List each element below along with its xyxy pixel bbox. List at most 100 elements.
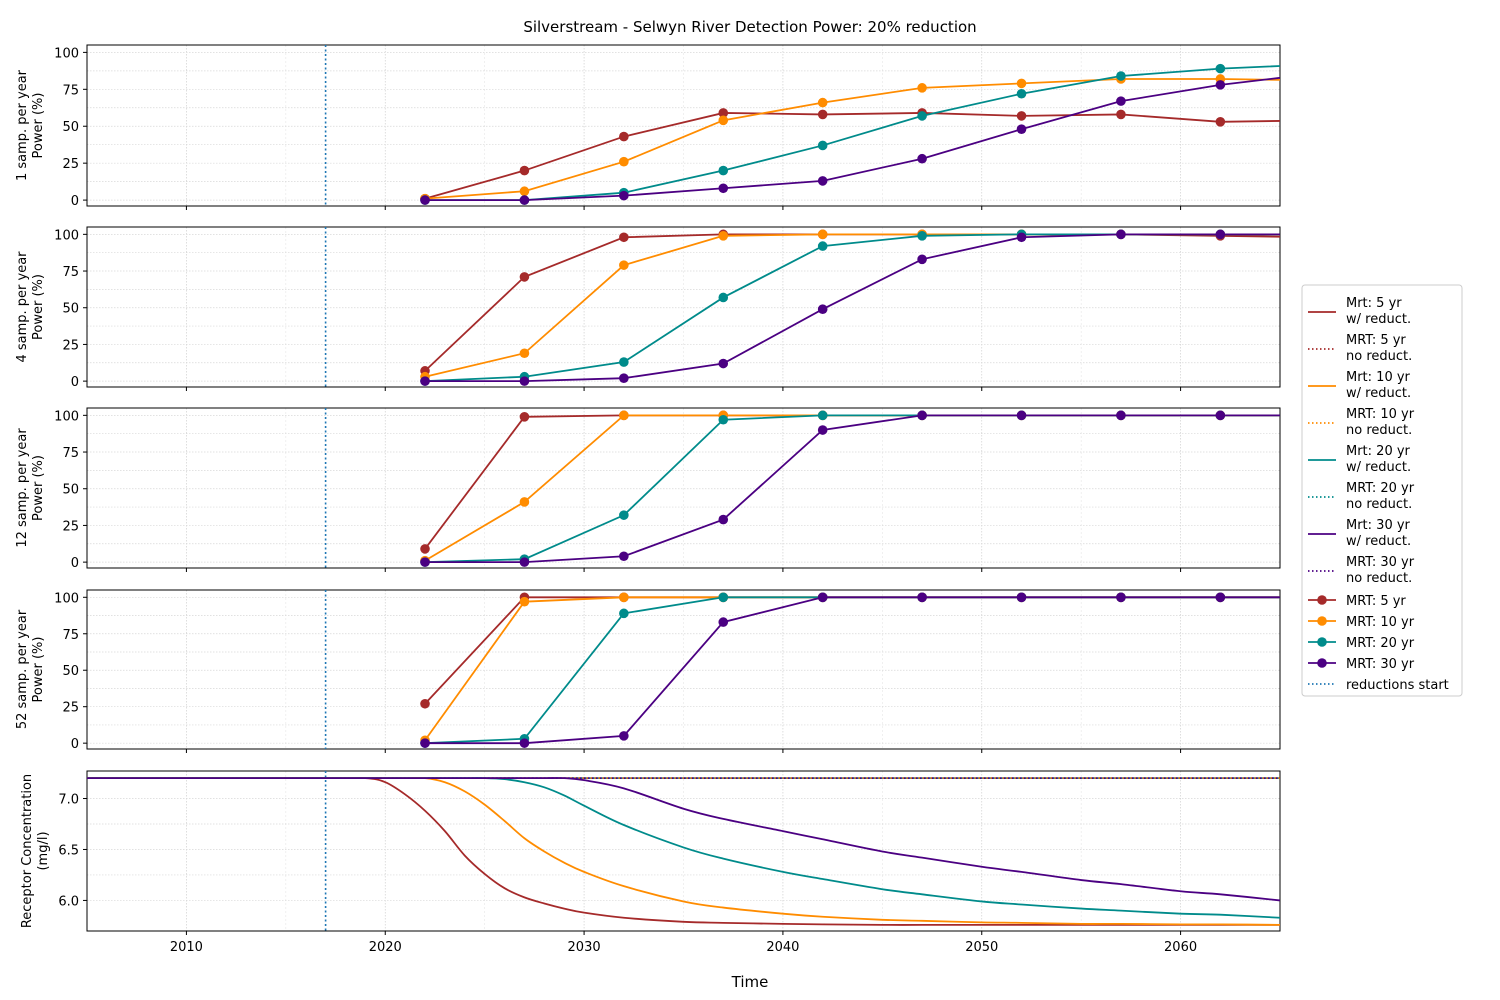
- y-tick-label: 100: [54, 591, 79, 606]
- data-point-mrt20: [718, 414, 729, 425]
- data-point-mrt10: [1016, 78, 1027, 89]
- data-point-mrt30: [917, 254, 927, 265]
- legend-swatch-marker: [1317, 637, 1327, 647]
- x-tick-label: 2020: [369, 940, 402, 955]
- y-tick-label: 0: [71, 556, 79, 571]
- legend-label-line1: MRT: 30 yr: [1346, 555, 1415, 570]
- y-tick-label: 75: [62, 628, 79, 643]
- data-point-mrt30: [718, 514, 729, 525]
- data-point-mrt30: [519, 738, 530, 748]
- data-point-mrt5: [420, 544, 430, 554]
- legend-label-line2: no reduct.: [1346, 571, 1412, 586]
- legend-item-13: reductions start: [1308, 678, 1449, 693]
- data-point-mrt5: [619, 131, 629, 142]
- series-line-mrt5: [424, 112, 1280, 200]
- legend-label: MRT: 30 yr: [1346, 657, 1415, 672]
- legend-swatch-marker: [1317, 616, 1327, 626]
- data-point-mrt10: [619, 260, 629, 270]
- data-point-mrt30: [1116, 96, 1126, 106]
- y-tick-label: 50: [62, 664, 79, 679]
- data-point-mrt30: [917, 153, 927, 164]
- data-point-mrt30: [519, 557, 530, 567]
- y-axis-label-line2: Power (%): [31, 637, 46, 703]
- data-point-mrt5: [1116, 109, 1126, 120]
- data-point-mrt30: [420, 738, 430, 748]
- legend-item-5: Mrt: 20 yrw/ reduct.: [1308, 444, 1411, 475]
- data-point-mrt10: [619, 592, 629, 603]
- y-axis-label-line2: Power (%): [31, 274, 46, 340]
- y-tick-label: 50: [62, 483, 79, 498]
- y-tick-label: 6.5: [58, 843, 79, 858]
- data-point-mrt20: [817, 241, 828, 251]
- series-group: [420, 592, 1280, 748]
- legend-item-1: Mrt: 5 yrw/ reduct.: [1308, 296, 1411, 327]
- chart-title: Silverstream - Selwyn River Detection Po…: [523, 18, 976, 36]
- series-line-mrt20: [425, 65, 1280, 201]
- data-point-mrt20: [817, 410, 828, 421]
- data-point-mrt20: [619, 510, 629, 520]
- legend-item-10: MRT: 10 yr: [1308, 615, 1415, 630]
- y-tick-label: 50: [62, 120, 79, 135]
- y-axis-label-line2: (mg/l): [36, 831, 51, 870]
- data-point-mrt10: [817, 229, 828, 240]
- legend-label-line1: MRT: 10 yr: [1346, 407, 1415, 422]
- x-tick-label: 2040: [766, 940, 799, 955]
- power-panel-2: 0 25 50 75 100 4 samp. per year Power (%): [15, 226, 1281, 391]
- legend-label-line1: Mrt: 30 yr: [1346, 518, 1411, 533]
- y-tick-label: 25: [62, 338, 79, 353]
- data-point-mrt5: [519, 272, 530, 282]
- data-point-mrt5: [519, 412, 530, 422]
- legend-box: [1301, 284, 1463, 697]
- axes-frame: [86, 589, 1281, 750]
- legend-label: reductions start: [1346, 678, 1449, 693]
- data-point-mrt20: [917, 231, 927, 241]
- data-point-mrt30: [817, 592, 828, 603]
- series-line-mrt30: [425, 596, 1280, 745]
- series-group: [87, 776, 1280, 926]
- y-tick-label: 25: [62, 701, 79, 716]
- data-point-mrt20: [1215, 63, 1226, 74]
- data-point-mrt30: [718, 358, 729, 369]
- legend-item-9: MRT: 5 yr: [1308, 594, 1406, 609]
- data-point-mrt5: [718, 108, 729, 118]
- data-point-mrt10: [619, 156, 629, 167]
- y-tick-label: 25: [62, 157, 79, 172]
- data-point-mrt30: [1215, 229, 1226, 240]
- data-point-mrt10: [817, 97, 828, 108]
- data-point-mrt5: [817, 109, 828, 120]
- data-point-mrt20: [718, 165, 729, 176]
- y-axis-label-line2: Power (%): [31, 93, 46, 159]
- data-point-mrt10: [519, 497, 530, 507]
- power-panel-1: 0 25 50 75 100 1 samp. per year Power (%): [15, 44, 1281, 210]
- data-point-mrt20: [1116, 71, 1126, 81]
- data-point-mrt30: [519, 195, 530, 205]
- legend-item-2: MRT: 5 yr no reduct.: [1308, 333, 1412, 364]
- data-point-mrt5: [1215, 117, 1226, 127]
- concentration-line-mrt30: [87, 777, 1280, 902]
- axes-frame: [86, 770, 1281, 932]
- x-tick-label: 2050: [965, 940, 998, 955]
- data-point-mrt10: [519, 348, 530, 359]
- power-panel-4: 0 25 50 75 100 52 samp. per year Power (%): [15, 589, 1281, 753]
- legend-swatch-marker: [1317, 658, 1327, 668]
- data-point-mrt20: [619, 357, 629, 367]
- y-tick-label: 75: [62, 446, 79, 461]
- data-point-mrt20: [917, 111, 927, 121]
- y-axis-label-line1: 1 samp. per year: [15, 69, 30, 181]
- series-line-mrt10: [424, 78, 1280, 200]
- data-point-mrt30: [1215, 80, 1226, 90]
- concentration-line-mrt5: [87, 776, 1280, 926]
- data-point-mrt30: [420, 557, 430, 567]
- y-tick-label: 100: [54, 409, 79, 424]
- data-point-mrt20: [817, 140, 828, 151]
- data-point-mrt30: [718, 617, 729, 627]
- legend-item-4: MRT: 10 yr no reduct.: [1308, 407, 1415, 438]
- data-point-mrt30: [619, 551, 629, 562]
- legend-item-7: Mrt: 30 yrw/ reduct.: [1308, 518, 1411, 549]
- x-tick-label: 2030: [568, 940, 601, 955]
- data-point-mrt30: [817, 304, 828, 315]
- axes-frame: [86, 407, 1281, 569]
- data-point-mrt30: [817, 176, 828, 186]
- data-point-mrt30: [420, 195, 430, 205]
